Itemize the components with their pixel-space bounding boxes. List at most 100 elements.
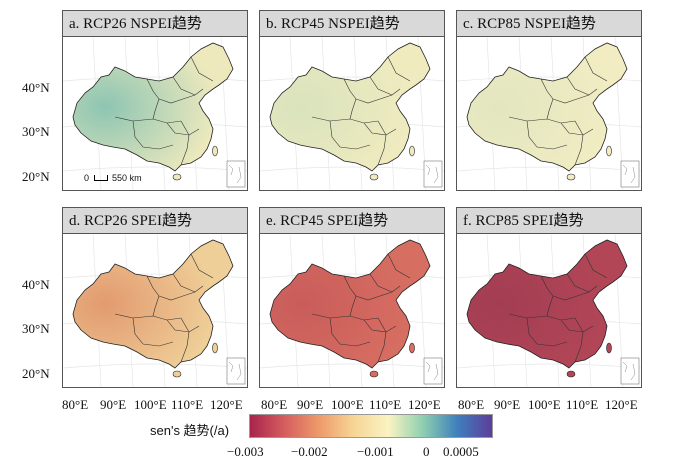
- map-plot: [457, 234, 641, 387]
- x-tick-label: 100°E: [528, 397, 561, 412]
- province-border: [560, 319, 594, 333]
- province-border: [172, 76, 196, 96]
- x-tick-label: 110°E: [369, 397, 402, 412]
- y-tick-label: 40°N: [22, 80, 50, 95]
- y-tick-label: 20°N: [22, 366, 50, 381]
- map-panel-d: d. RCP26 SPEI趋势: [62, 207, 248, 388]
- y-tick-label: 40°N: [22, 277, 50, 292]
- map-plot: [63, 234, 247, 387]
- china-map: [457, 37, 641, 190]
- legend-tick-label: 0: [423, 444, 430, 459]
- province-border: [369, 273, 393, 293]
- province-border: [387, 253, 411, 279]
- china-map: [457, 234, 641, 387]
- hainan-island: [566, 370, 576, 378]
- taiwan-island: [606, 342, 612, 354]
- province-border: [540, 78, 554, 120]
- hainan-island: [369, 370, 379, 378]
- x-tick-label: 100°E: [331, 397, 364, 412]
- country-outline: [466, 239, 628, 369]
- panel-title: f. RCP85 SPEI趋势: [457, 208, 641, 234]
- country-outline: [72, 239, 234, 369]
- panel-title: d. RCP26 SPEI趋势: [63, 208, 247, 234]
- hainan-island: [369, 173, 379, 181]
- province-border: [158, 88, 204, 104]
- panel-title: c. RCP85 NSPEI趋势: [457, 11, 641, 37]
- x-tick-label: 100°E: [134, 397, 167, 412]
- scale-bar: 0 550 km: [84, 173, 142, 183]
- province-border: [180, 120, 190, 166]
- map-plot: [260, 37, 444, 190]
- province-border: [387, 56, 411, 82]
- hainan-island: [172, 173, 182, 181]
- map-panel-a: a. RCP26 NSPEI趋势: [62, 10, 248, 191]
- province-border: [180, 317, 190, 363]
- x-tick-label: 110°E: [566, 397, 599, 412]
- china-map: [63, 234, 247, 387]
- map-plot: [63, 37, 247, 190]
- china-map: [260, 234, 444, 387]
- taiwan-island: [212, 145, 218, 157]
- province-border: [329, 120, 371, 150]
- province-border: [552, 88, 598, 104]
- scale-bar-zero: 0: [84, 173, 90, 183]
- province-border: [158, 285, 204, 301]
- south-china-sea-inset: [423, 160, 443, 188]
- province-border: [574, 317, 584, 363]
- legend-tick-label: 0.0005: [443, 444, 479, 459]
- taiwan-island: [606, 145, 612, 157]
- panel-title: e. RCP45 SPEI趋势: [260, 208, 444, 234]
- province-border: [343, 78, 357, 120]
- province-border: [355, 285, 401, 301]
- map-panel-f: f. RCP85 SPEI趋势: [456, 207, 642, 388]
- province-border: [329, 317, 371, 347]
- province-border: [190, 253, 214, 279]
- province-border: [190, 56, 214, 82]
- taiwan-island: [409, 145, 415, 157]
- scale-bar-label: 550 km: [112, 173, 142, 183]
- legend-tick-label: −0.002: [291, 444, 328, 459]
- province-border: [363, 319, 397, 333]
- province-border: [526, 120, 568, 150]
- province-border: [540, 275, 554, 317]
- x-tick-label: 120°E: [605, 397, 638, 412]
- south-china-sea-inset: [423, 357, 443, 385]
- province-border: [363, 122, 397, 136]
- scale-bar-tick: [93, 175, 108, 181]
- y-tick-label: 30°N: [22, 124, 50, 139]
- province-border: [369, 76, 393, 96]
- south-china-sea-inset: [620, 160, 640, 188]
- province-border: [132, 317, 174, 347]
- x-tick-label: 80°E: [458, 397, 485, 412]
- province-border: [166, 122, 200, 136]
- map-panel-b: b. RCP45 NSPEI趋势: [259, 10, 445, 191]
- province-border: [166, 319, 200, 333]
- province-border: [377, 120, 387, 166]
- province-border: [355, 88, 401, 104]
- province-border: [172, 273, 196, 293]
- x-tick-label: 110°E: [171, 397, 204, 412]
- x-tick-label: 90°E: [494, 397, 521, 412]
- map-panel-c: c. RCP85 NSPEI趋势: [456, 10, 642, 191]
- x-tick-label: 90°E: [297, 397, 324, 412]
- map-plot: [260, 234, 444, 387]
- china-map: [260, 37, 444, 190]
- province-border: [552, 285, 598, 301]
- south-china-sea-inset: [226, 160, 246, 188]
- map-panel-e: e. RCP45 SPEI趋势: [259, 207, 445, 388]
- legend-tick-label: −0.003: [227, 444, 264, 459]
- y-tick-label: 20°N: [22, 169, 50, 184]
- south-china-sea-inset: [620, 357, 640, 385]
- hainan-island: [172, 370, 182, 378]
- province-border: [132, 120, 174, 150]
- panel-title: b. RCP45 NSPEI趋势: [260, 11, 444, 37]
- taiwan-island: [409, 342, 415, 354]
- legend-title: sen's 趋势(/a): [150, 423, 230, 438]
- country-outline: [466, 42, 628, 172]
- south-china-sea-inset: [226, 357, 246, 385]
- taiwan-island: [212, 342, 218, 354]
- province-border: [526, 317, 568, 347]
- legend-colorbar: [249, 414, 493, 438]
- country-outline: [72, 42, 234, 172]
- province-border: [560, 122, 594, 136]
